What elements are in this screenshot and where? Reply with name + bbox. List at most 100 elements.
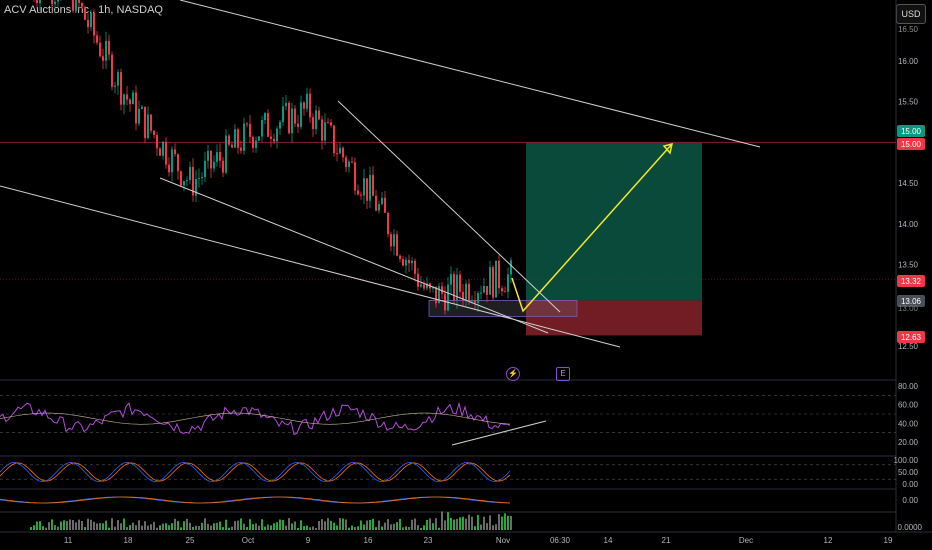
rsi-line (0, 401, 511, 436)
volume-bar (225, 519, 227, 530)
candle-body (96, 35, 98, 43)
candle-body (315, 110, 317, 130)
earnings-icon[interactable]: E (556, 367, 570, 381)
candle-body (354, 162, 356, 191)
candle-body (234, 129, 236, 148)
volume-bar (69, 519, 71, 530)
candle-body (270, 136, 272, 139)
candle-body (228, 135, 230, 145)
volume-bar (111, 518, 113, 530)
volume-bar (141, 525, 143, 530)
volume-bar (342, 518, 344, 530)
volume-bar (441, 511, 443, 530)
candle-body (171, 149, 173, 173)
candle-body (495, 260, 497, 298)
candle-body (195, 178, 197, 196)
time-label: 25 (186, 536, 195, 545)
candle-body (102, 56, 104, 61)
horizontal-levels (0, 141, 896, 280)
volume-bar (456, 518, 458, 530)
dividend-split-icon[interactable]: ⚡ (506, 367, 520, 381)
volume-bar (78, 519, 80, 530)
candle-body (93, 12, 95, 36)
candle-body (477, 293, 479, 303)
price-tag (897, 275, 925, 287)
volume-bar (48, 522, 50, 530)
candle-body (186, 180, 188, 182)
projection-arrow (511, 143, 673, 313)
candle-body (474, 300, 476, 303)
price-tag-label: 15.00 (901, 140, 922, 149)
candle-body (417, 273, 419, 287)
volume-bar (495, 524, 497, 530)
volume-bar (387, 519, 389, 530)
symbol-title[interactable]: ACV Auctions Inc., 1h, NASDAQ (4, 4, 163, 16)
candle-body (183, 181, 185, 186)
volume-bar (303, 526, 305, 530)
volume-bar (453, 519, 455, 530)
volume-bar (174, 518, 176, 530)
candle-body (333, 125, 335, 154)
candle-body (483, 286, 485, 293)
candle-body (150, 114, 152, 131)
candle-body (135, 92, 137, 124)
candle-body (303, 102, 305, 109)
candle-body (219, 152, 221, 161)
candle-body (378, 204, 380, 211)
volume-bar (486, 523, 488, 530)
volume-bar (57, 526, 59, 530)
volume-bar (93, 521, 95, 530)
rsi-axis-label: 40.00 (898, 419, 919, 428)
candle-body (276, 128, 278, 142)
volume-bar (330, 520, 332, 530)
candle-body (51, 0, 53, 5)
candle-body (180, 171, 182, 186)
volume-bar (489, 515, 491, 530)
volume-bar (96, 523, 98, 530)
candle-body (399, 255, 401, 260)
volume-bar (492, 525, 494, 530)
volume-bar (444, 520, 446, 530)
volume-bar (189, 522, 191, 530)
candle-body (192, 166, 194, 196)
candle-body (465, 283, 467, 301)
price-tag-label: 13.32 (901, 277, 922, 286)
candle-body (366, 178, 368, 201)
candle-body (321, 119, 323, 141)
candle-body (348, 161, 350, 168)
volume-bar (60, 521, 62, 530)
candle-body (345, 157, 347, 168)
candle-body (450, 274, 452, 285)
volume-bar (255, 523, 257, 530)
candle-body (414, 260, 416, 274)
volume-bar (384, 522, 386, 530)
candle-body (306, 93, 308, 109)
candle-body (456, 274, 458, 301)
volume-bar (435, 518, 437, 530)
upper-channel-line (179, 0, 761, 148)
volume-bar (510, 515, 512, 530)
candle-body (459, 274, 461, 292)
volume-bar (411, 519, 413, 530)
candle-body (87, 19, 89, 28)
candle-body (357, 190, 359, 195)
volume-bar (72, 520, 74, 530)
price-tag-label: 13.06 (901, 297, 922, 306)
candle-body (84, 6, 86, 20)
macd-line (0, 496, 510, 504)
candle-body (486, 286, 488, 295)
volume-bar (429, 518, 431, 530)
volume-bar (507, 515, 509, 530)
volume-bar (474, 526, 476, 530)
volume-bar (357, 526, 359, 530)
price-label: 14.00 (898, 220, 919, 229)
volume-bar (438, 527, 440, 530)
candle-body (78, 0, 80, 3)
volume-bar (39, 521, 41, 530)
candle-body (123, 94, 125, 105)
time-label: Nov (496, 536, 510, 545)
volume-bar (33, 525, 35, 530)
candle-body (177, 154, 179, 172)
stoch-axis-label: 50.00 (898, 468, 919, 477)
